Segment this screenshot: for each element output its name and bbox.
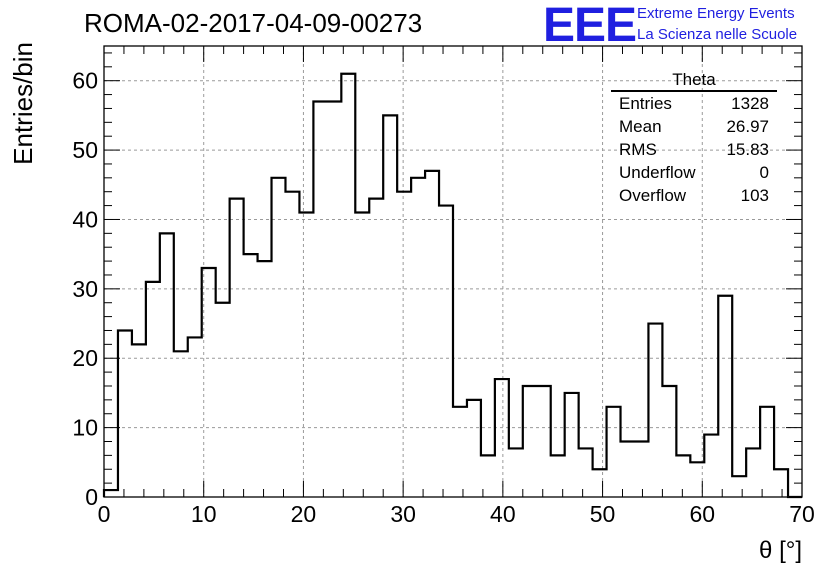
histogram-bin bbox=[509, 448, 523, 497]
logo-line-2: La Scienza nelle Scuole bbox=[637, 26, 798, 43]
y-axis-label: Entries/bin bbox=[8, 42, 38, 165]
histogram-outline bbox=[102, 72, 802, 499]
x-tick-label: 40 bbox=[490, 501, 516, 527]
histogram-bin bbox=[621, 441, 635, 497]
x-tick-label: 0 bbox=[98, 501, 111, 527]
axes bbox=[103, 45, 803, 498]
x-axis-label: θ [°] bbox=[759, 537, 802, 564]
logo-line-1: Extreme Energy Events bbox=[637, 5, 795, 22]
histogram-bin bbox=[216, 303, 230, 497]
y-tick-label: 0 bbox=[85, 484, 98, 510]
histogram-bin bbox=[230, 199, 244, 497]
y-tick-label: 30 bbox=[72, 276, 98, 302]
histogram-bin bbox=[467, 400, 481, 497]
histogram-bars bbox=[102, 72, 802, 499]
histogram-bin bbox=[439, 206, 453, 497]
stats-value: 26.97 bbox=[726, 117, 769, 136]
histogram-bin bbox=[718, 296, 732, 497]
histogram-bin bbox=[369, 199, 383, 497]
histogram-bin bbox=[383, 115, 397, 497]
stats-label: RMS bbox=[619, 140, 657, 159]
x-tick-label: 50 bbox=[590, 501, 616, 527]
stats-label: Underflow bbox=[619, 163, 696, 182]
histogram-bin bbox=[704, 435, 718, 497]
stats-row-mean: Mean 26.97 bbox=[611, 115, 777, 138]
histogram-bin bbox=[676, 455, 690, 497]
histogram-bin bbox=[146, 282, 160, 497]
stats-value: 0 bbox=[759, 163, 769, 182]
stats-row-rms: RMS 15.83 bbox=[611, 138, 777, 161]
histogram-bin bbox=[634, 441, 648, 497]
stats-label: Overflow bbox=[619, 186, 687, 205]
histogram-bin bbox=[593, 469, 607, 497]
x-tick-label: 60 bbox=[689, 501, 715, 527]
y-tick-label: 10 bbox=[72, 415, 98, 441]
y-tick-label: 50 bbox=[72, 137, 98, 163]
histogram-bin bbox=[760, 407, 774, 497]
y-tick-label: 60 bbox=[72, 68, 98, 94]
y-tick-labels: 0 10 20 30 40 50 60 bbox=[72, 68, 98, 510]
histogram-bin bbox=[607, 407, 621, 497]
eee-logo: EEE bbox=[543, 0, 637, 52]
stats-title: Theta bbox=[611, 70, 777, 92]
histogram-bin bbox=[746, 448, 760, 497]
histogram-bin bbox=[174, 351, 188, 497]
histogram-bin bbox=[272, 178, 286, 497]
histogram-bin bbox=[565, 393, 579, 497]
histogram-bin bbox=[258, 261, 272, 497]
histogram-bin bbox=[160, 233, 174, 497]
x-tick-label: 20 bbox=[291, 501, 317, 527]
x-tick-label: 30 bbox=[390, 501, 416, 527]
stats-value: 103 bbox=[740, 186, 769, 205]
histogram-bin bbox=[355, 213, 369, 497]
stats-box: Theta Entries 1328 Mean 26.97 RMS 15.83 Und… bbox=[611, 70, 777, 207]
histogram-bin bbox=[244, 254, 258, 497]
stats-value: 15.83 bbox=[726, 140, 769, 159]
histogram-bin bbox=[341, 74, 355, 497]
run-title: ROMA-02-2017-04-09-00273 bbox=[84, 8, 423, 38]
stats-label: Mean bbox=[619, 117, 662, 136]
histogram-bin bbox=[313, 102, 327, 497]
stats-value: 1328 bbox=[731, 94, 769, 113]
histogram-bin bbox=[118, 330, 132, 497]
histogram-bin bbox=[662, 386, 676, 497]
histogram-bin bbox=[579, 448, 593, 497]
x-tick-label: 70 bbox=[789, 501, 815, 527]
stats-row-entries: Entries 1328 bbox=[611, 92, 777, 115]
stats-row-underflow: Underflow 0 bbox=[611, 161, 777, 184]
x-tick-label: 10 bbox=[191, 501, 217, 527]
histogram-bin bbox=[648, 324, 662, 497]
histogram-bin bbox=[537, 386, 551, 497]
histogram-bin bbox=[523, 386, 537, 497]
histogram-bin bbox=[732, 476, 746, 497]
histogram-bin bbox=[285, 192, 299, 497]
histogram-bin bbox=[397, 192, 411, 497]
plot-frame bbox=[103, 45, 803, 498]
histogram-bin bbox=[774, 469, 788, 497]
histogram-bin bbox=[132, 344, 146, 497]
histogram-bin bbox=[299, 213, 313, 497]
stats-label: Entries bbox=[619, 94, 672, 113]
histogram-bin bbox=[453, 407, 467, 497]
histogram-bin bbox=[411, 178, 425, 497]
y-tick-label: 40 bbox=[72, 206, 98, 232]
histogram-bin bbox=[188, 337, 202, 497]
histogram-bin bbox=[495, 379, 509, 497]
y-tick-label: 20 bbox=[72, 345, 98, 371]
histogram-bin bbox=[327, 102, 341, 497]
x-tick-labels: 0 10 20 30 40 50 60 70 bbox=[98, 501, 815, 527]
stats-row-overflow: Overflow 103 bbox=[611, 184, 777, 207]
